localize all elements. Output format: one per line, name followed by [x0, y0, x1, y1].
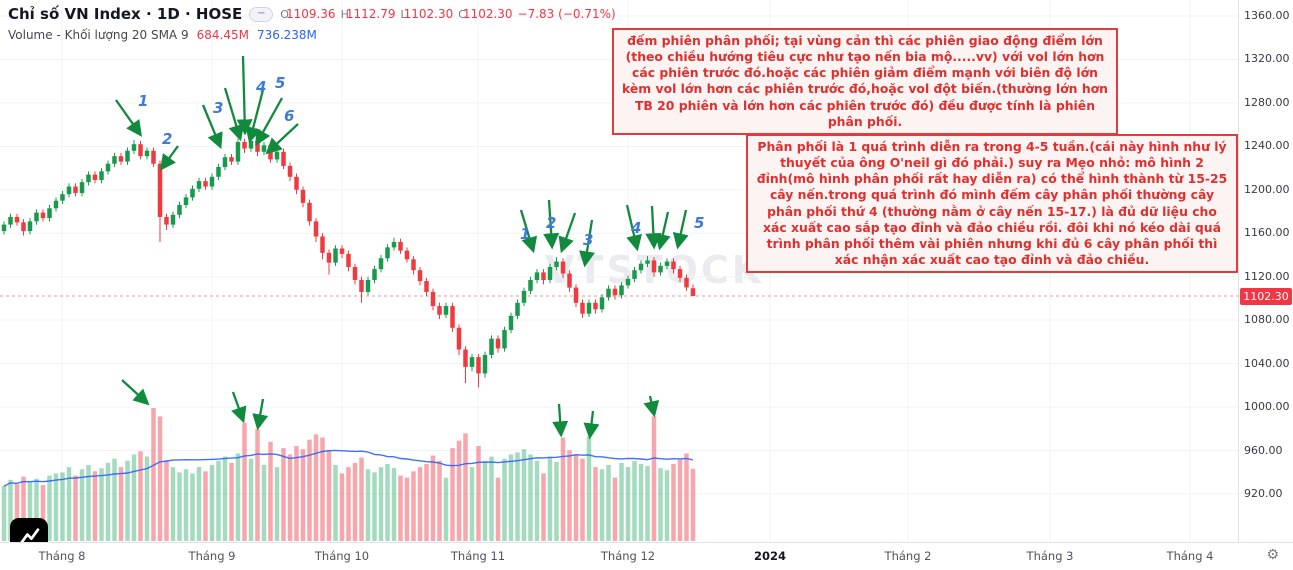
- tradingview-logo[interactable]: [10, 518, 48, 542]
- price-axis-label: 1080.00: [1244, 313, 1290, 327]
- svg-text:4: 4: [255, 78, 266, 96]
- price-axis[interactable]: 1102.30 1360.00 1320.00 1280.00 1240.00 1200…: [1238, 0, 1293, 542]
- price-axis-label: 920.00: [1244, 487, 1283, 500]
- price-axis-label: 1120.00: [1244, 269, 1290, 283]
- time-axis-label: Tháng 12: [600, 549, 656, 563]
- price-axis-label: 1160.00: [1244, 226, 1290, 240]
- drawn-green-arrows[interactable]: [115, 55, 689, 440]
- time-axis-label: Tháng 2: [884, 549, 932, 563]
- price-axis-label: 1360.00: [1244, 9, 1290, 22]
- open-label: O: [280, 8, 289, 21]
- low-label: L: [400, 8, 407, 21]
- time-axis-label: Tháng 4: [1166, 549, 1214, 563]
- svg-text:5: 5: [275, 74, 285, 92]
- svg-text:1: 1: [520, 225, 530, 243]
- svg-text:4: 4: [630, 219, 641, 237]
- price-axis-label: 1280.00: [1244, 95, 1290, 109]
- candles: [1, 137, 696, 388]
- grid-lines: [0, 0, 1238, 542]
- ohlc-values: O1109.36 H1112.79 L1102.30 C1102.30 −7.8…: [280, 7, 615, 21]
- chart-legend: Chỉ số VN Index · 1D · HOSE − O1109.36 H…: [8, 5, 616, 42]
- annotation-text-box-distribution-count[interactable]: đếm phiên phân phối; tại vùng cản thì cá…: [612, 28, 1118, 135]
- volume-value: 684.45M: [196, 28, 249, 42]
- price-axis-label: 1320.00: [1244, 52, 1290, 66]
- price-axis-label: 1040.00: [1244, 356, 1290, 370]
- volume-indicator-title[interactable]: Volume - Khối lượng 20 SMA 9: [8, 28, 189, 42]
- svg-text:3: 3: [213, 99, 223, 117]
- last-price-badge[interactable]: 1102.30: [1240, 288, 1292, 305]
- open-value: 1109.36: [285, 7, 336, 21]
- collapse-legend-button[interactable]: −: [249, 6, 274, 22]
- volume-bars: [1, 408, 696, 541]
- svg-text:3: 3: [583, 231, 593, 249]
- svg-text:1: 1: [138, 92, 148, 110]
- time-axis[interactable]: ⚙ Tháng 8 Tháng 9 Tháng 10 Tháng 11 Tháng 12…: [0, 542, 1293, 570]
- change-value: −7.83 (−0.71%): [517, 7, 616, 21]
- time-axis-settings-icon[interactable]: ⚙: [1266, 547, 1279, 563]
- high-value: 1112.79: [345, 7, 396, 21]
- price-axis-label: 1000.00: [1244, 400, 1290, 414]
- close-label: C: [458, 8, 466, 21]
- symbol-title[interactable]: Chỉ số VN Index · 1D · HOSE: [8, 5, 243, 23]
- low-value: 1102.30: [403, 7, 454, 21]
- time-axis-label: Tháng 10: [314, 549, 370, 563]
- time-axis-label: Tháng 8: [38, 549, 86, 563]
- price-axis-label: 960.00: [1244, 443, 1283, 457]
- price-axis-label: 1200.00: [1244, 182, 1290, 196]
- time-axis-label: 2024: [753, 549, 787, 563]
- tradingview-logo-glyph: [20, 528, 40, 542]
- close-value: 1102.30: [462, 7, 513, 21]
- time-axis-label: Tháng 9: [188, 549, 236, 563]
- svg-text:2: 2: [546, 214, 556, 232]
- time-axis-label: Tháng 11: [450, 549, 506, 563]
- svg-text:2: 2: [162, 130, 172, 148]
- high-label: H: [340, 8, 349, 21]
- svg-text:5: 5: [694, 214, 704, 232]
- price-axis-label: 1240.00: [1244, 139, 1290, 153]
- annotation-text-box-distribution-theory[interactable]: Phân phối là 1 quá trình diễn ra trong 4…: [746, 134, 1238, 273]
- volume-sma-value: 736.238M: [256, 28, 317, 42]
- time-axis-label: Tháng 3: [1026, 549, 1074, 563]
- volume-sma-line: [3, 449, 694, 487]
- svg-text:6: 6: [284, 107, 294, 125]
